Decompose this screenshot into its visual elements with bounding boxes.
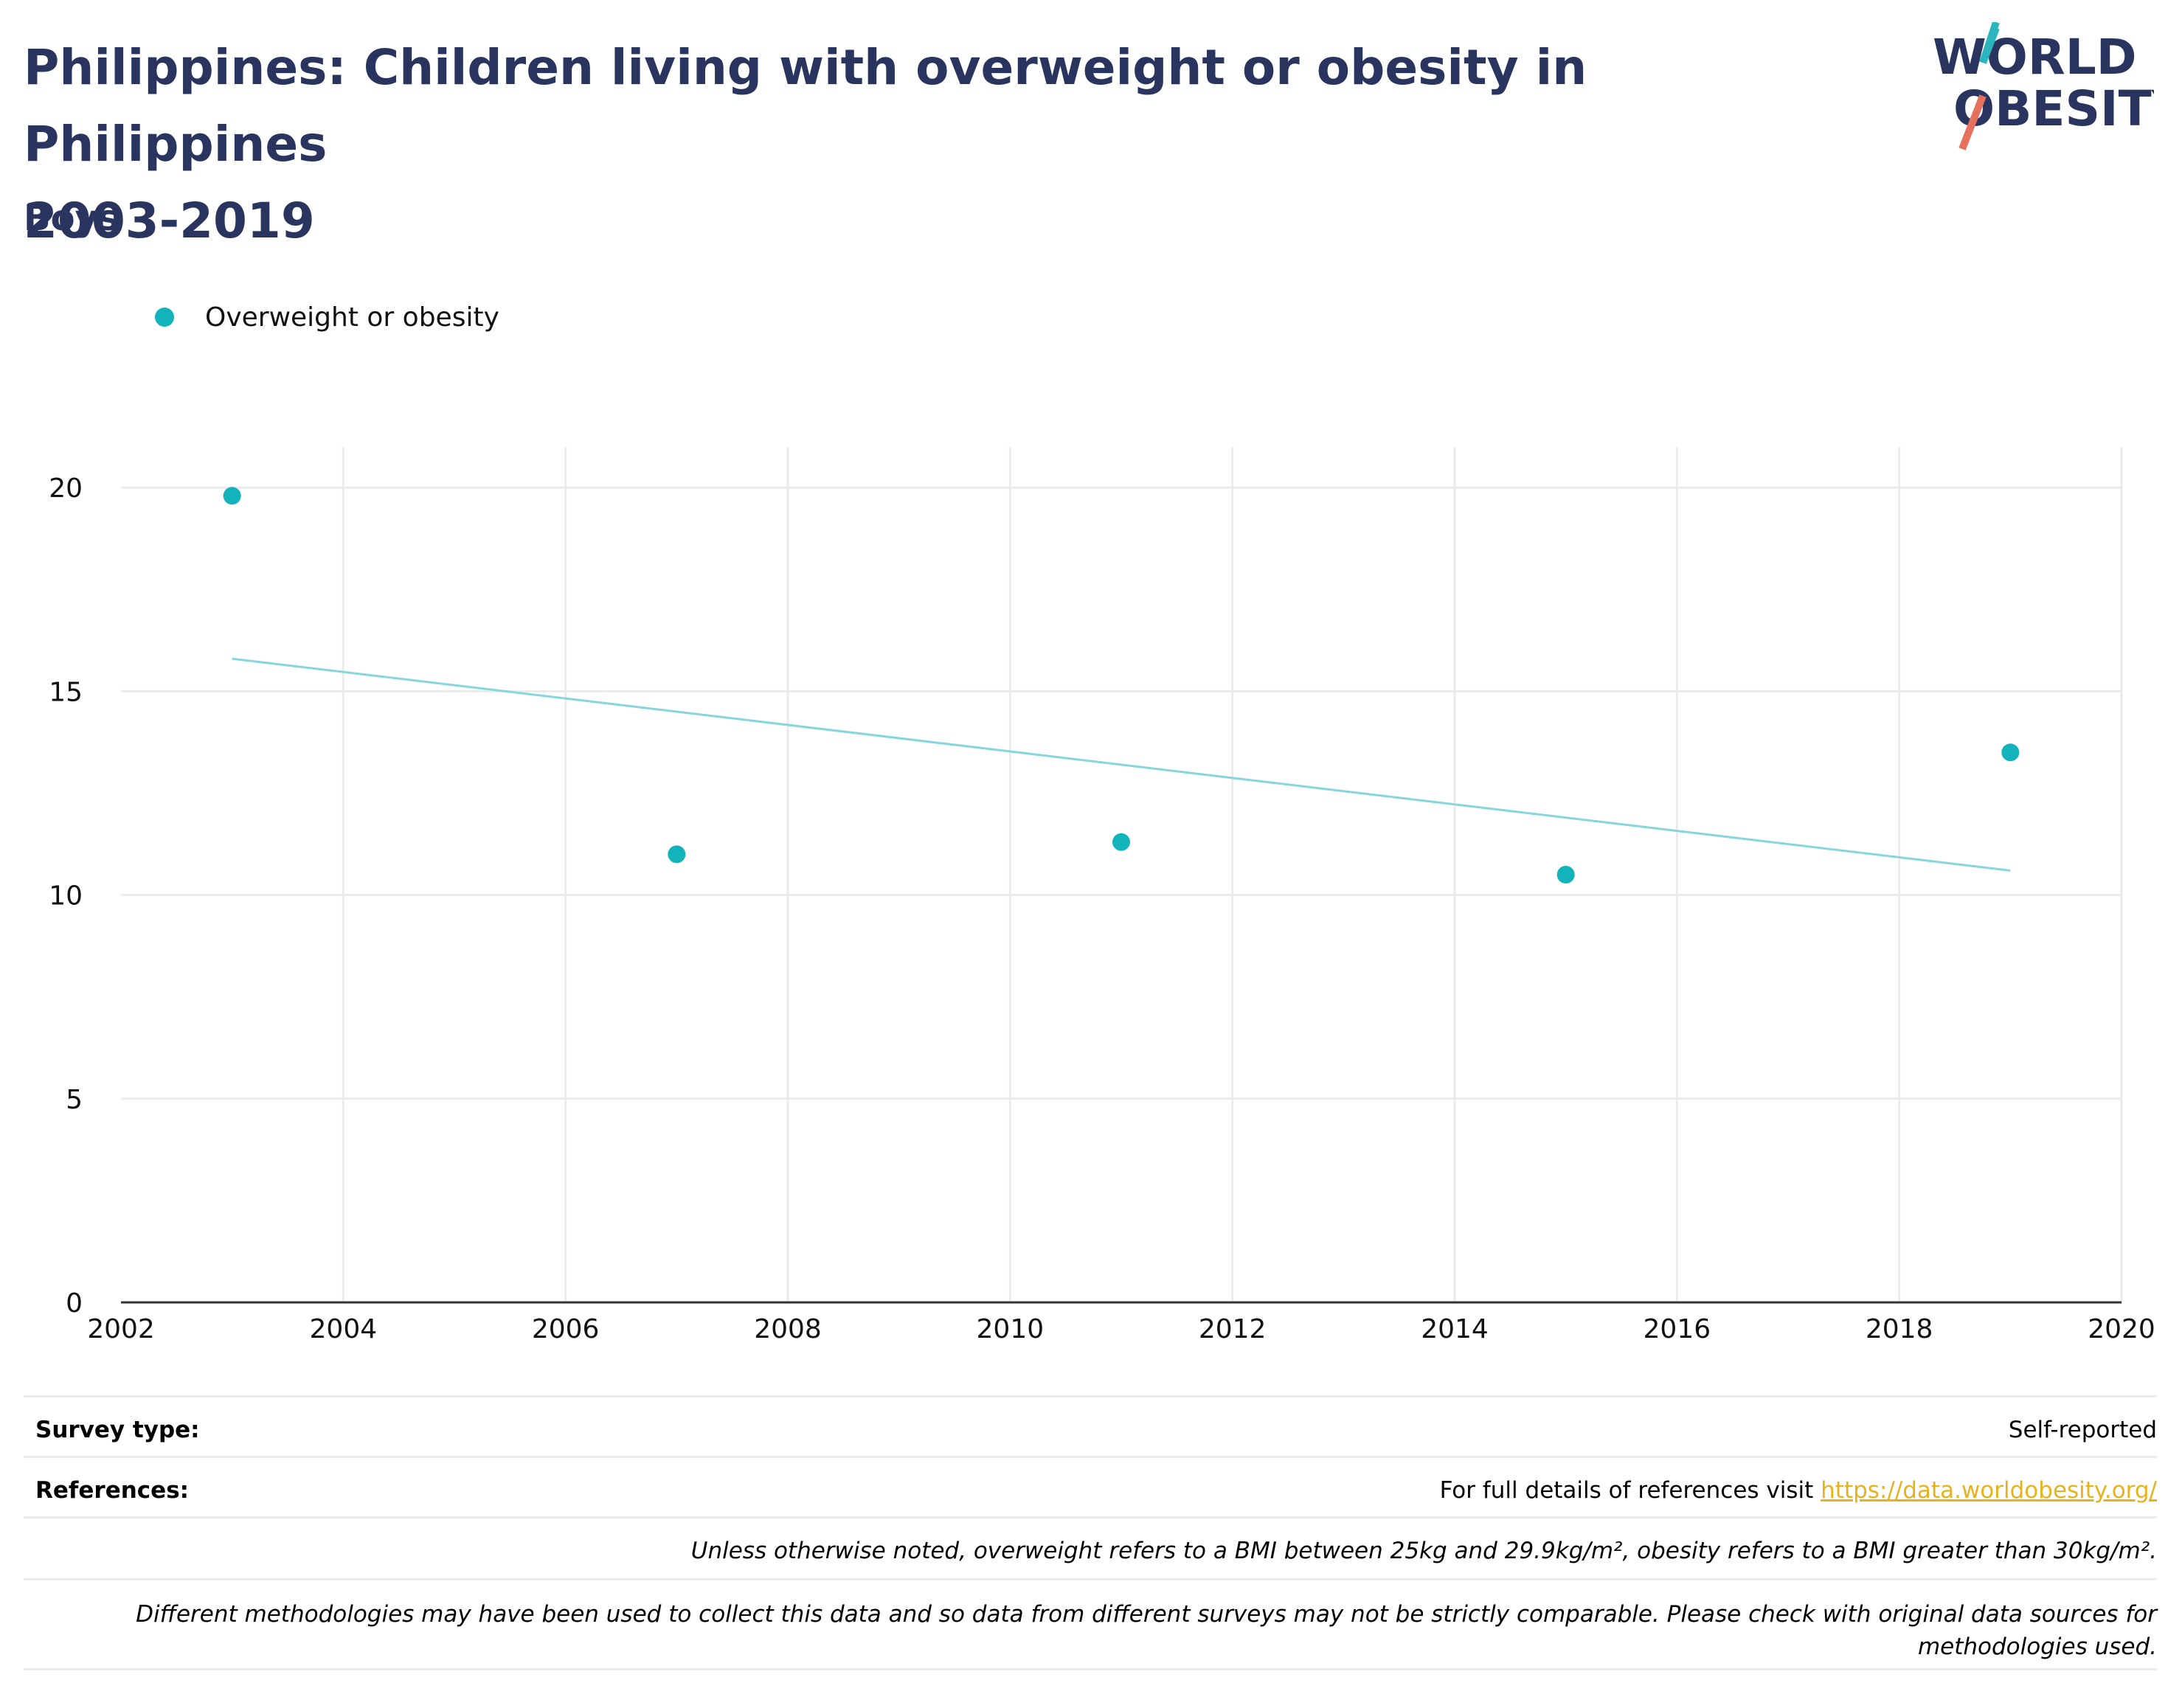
y-tick-label: 15 [49,677,83,707]
y-tick-label: 0 [66,1288,83,1319]
survey-type-row: Survey type: Self-reported [24,1395,2157,1456]
x-tick-label: 2008 [754,1314,822,1344]
title-line-2: 2003-2019 [24,192,315,249]
x-tick-label: 2006 [532,1314,600,1344]
data-points [223,487,2020,883]
y-tick-label: 10 [49,881,83,912]
x-tick-label: 2020 [2088,1314,2155,1344]
chart-legend: Overweight or obesity [155,295,499,339]
chart-subtitle: Boys [24,198,120,239]
references-text: For full details of references visit [1439,1477,1821,1504]
data-point [1556,866,1575,883]
title-line-1: Philippines: Children living with overwe… [24,39,1587,173]
survey-type-label: Survey type: [35,1417,200,1443]
bmi-note: Unless otherwise noted, overweight refer… [690,1538,2157,1564]
methods-note-row: Different methodologies may have been us… [24,1578,2157,1668]
bmi-note-row: Unless otherwise noted, overweight refer… [24,1516,2157,1578]
legend-label: Overweight or obesity [205,302,499,333]
methods-note-line-1: Different methodologies may have been us… [136,1601,2157,1628]
methods-note-line-2: methodologies used. [1917,1634,2157,1660]
x-axis-ticks: 2002 2004 2006 2008 2010 2012 2014 2016 2018 2020 [87,1314,2155,1344]
legend-marker [155,308,174,327]
survey-type-value: Self-reported [2008,1417,2157,1443]
svg-text:WORLD: WORLD [1933,29,2137,86]
references-row: References: For full details of referenc… [24,1456,2157,1516]
x-tick-label: 2010 [977,1314,1045,1344]
y-tick-label: 5 [66,1085,83,1115]
x-tick-label: 2004 [310,1314,378,1344]
trend-line [232,657,2011,872]
data-point [223,487,241,505]
data-point [2001,743,2020,762]
x-tick-label: 2016 [1644,1314,1711,1344]
x-tick-label: 2018 [1866,1314,1933,1344]
chart-title: Philippines: Children living with overwe… [24,29,1868,260]
methods-note: Different methodologies may have been us… [136,1598,2157,1663]
x-tick-label: 2012 [1199,1314,1267,1344]
x-tick-label: 2002 [87,1314,155,1344]
data-point [668,845,686,864]
references-value: For full details of references visit htt… [1440,1477,2157,1504]
scatter-chart: 2002 2004 2006 2008 2010 2012 2014 2016 2018 2020… [49,447,2155,1344]
y-axis-ticks: 0 5 10 15 20 [49,473,83,1319]
references-label: References: [35,1477,190,1504]
data-point [1112,833,1130,851]
chart-grid [121,447,2123,1302]
references-link[interactable]: https://data.worldobesity.org/ [1821,1477,2157,1504]
y-tick-label: 20 [49,473,83,504]
svg-text:OBESITY: OBESITY [1953,80,2154,137]
x-tick-label: 2014 [1421,1314,1489,1344]
world-obesity-logo: WORLD OBESITY [1933,22,2154,150]
footer-divider [24,1668,2157,1670]
